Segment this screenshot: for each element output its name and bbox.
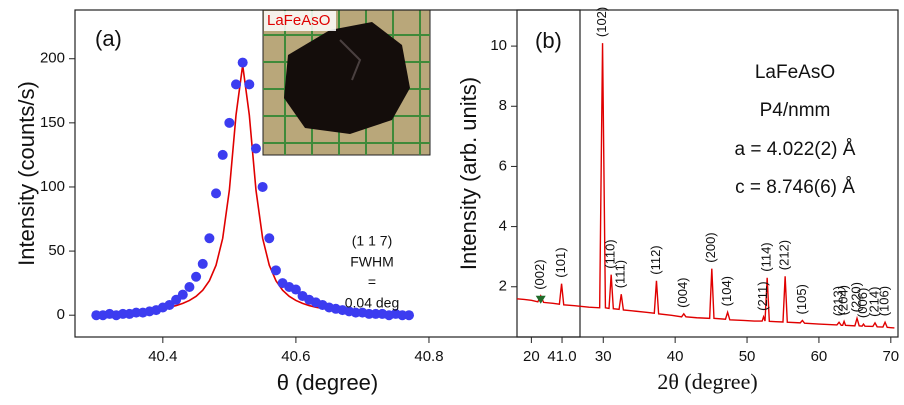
x-tick-label: 20 — [523, 348, 540, 365]
peak-label: (105) — [794, 284, 809, 314]
crystal-glint — [339, 39, 362, 81]
annotation: P4/nmm — [760, 100, 831, 121]
y-tick-label: 10 — [490, 37, 507, 54]
data-point — [184, 281, 195, 292]
x-tick-label: 40 — [667, 348, 684, 365]
y-axis-label: Intensity (counts/s) — [14, 81, 39, 266]
data-point — [270, 265, 281, 276]
annotation: LaFeAsO — [755, 62, 835, 83]
data-point — [197, 258, 208, 269]
x-tick-label: 41.0 — [547, 348, 576, 365]
peak-label: (211) — [755, 281, 770, 310]
x-tick-label: 30 — [595, 348, 612, 365]
y-tick-label: 8 — [499, 97, 507, 114]
peak-label: (106) — [876, 286, 891, 316]
data-point — [211, 188, 222, 199]
data-point — [177, 289, 188, 300]
data-point — [217, 149, 228, 160]
x-tick-label: 40.8 — [414, 348, 443, 365]
annotation: c = 8.746(6) Å — [735, 177, 855, 198]
annotation: (b) — [535, 28, 562, 53]
peak-label: (102) — [594, 7, 609, 37]
x-tick-label: 50 — [739, 348, 756, 365]
data-point — [237, 57, 248, 68]
y-tick-label: 4 — [499, 218, 507, 235]
data-point — [231, 79, 242, 90]
data-point — [264, 233, 275, 244]
peak-label: (006) — [855, 288, 870, 318]
y-tick-label: 100 — [40, 178, 65, 195]
y-tick-label: 150 — [40, 114, 65, 131]
inset-label: LaFeAsO — [267, 12, 330, 29]
y-axis-label: Intensity (arb. units) — [456, 77, 481, 270]
peak-label: (220) — [848, 282, 863, 312]
annotation: (1 1 7) — [352, 233, 392, 249]
y-tick-label: 2 — [499, 278, 507, 295]
x-axis-label: θ (degree) — [277, 370, 379, 395]
inset-label-bg — [264, 11, 336, 31]
x-tick-label: 60 — [811, 348, 828, 365]
data-point — [250, 143, 261, 154]
annotation: FWHM — [350, 254, 394, 270]
x-tick-label: 40.4 — [148, 348, 177, 365]
peak-label: (104) — [719, 276, 734, 306]
data-point — [224, 117, 235, 128]
data-point — [404, 310, 415, 321]
data-point — [191, 271, 202, 282]
y-tick-label: 50 — [48, 242, 65, 259]
y-tick-label: 6 — [499, 157, 507, 174]
plot-frame — [516, 9, 899, 338]
y-tick-label: 0 — [57, 306, 65, 323]
peak-label: (214) — [866, 287, 881, 317]
peak-label: (004) — [675, 277, 690, 307]
data-point — [244, 79, 255, 90]
y-tick-label: 200 — [40, 50, 65, 67]
peak-label: (212) — [777, 240, 792, 270]
data-line — [516, 43, 895, 329]
x-axis-label: 2θ (degree) — [657, 369, 757, 394]
data-point — [290, 284, 301, 295]
x-tick-label: 70 — [882, 348, 899, 365]
annotation: = — [368, 274, 376, 290]
peak-label: (101) — [553, 247, 568, 277]
peak-label: (200) — [703, 232, 718, 262]
sample-crystal — [284, 22, 410, 134]
peak-label: (213) — [830, 286, 845, 316]
peak-label: (114) — [759, 242, 774, 271]
peak-label: (111) — [613, 260, 628, 288]
peak-label: (110) — [603, 239, 618, 268]
peak-label: (204) — [836, 285, 851, 315]
annotation: 0.04 deg — [345, 295, 400, 311]
peak-marker — [535, 295, 546, 304]
peak-label: (002) — [532, 259, 547, 289]
plot-frame — [74, 9, 581, 338]
annotation: (a) — [95, 26, 122, 51]
x-tick-label: 40.6 — [281, 348, 310, 365]
data-point — [204, 233, 215, 244]
annotation: a = 4.022(2) Å — [735, 139, 856, 160]
peak-label: (112) — [648, 245, 663, 274]
data-point — [257, 181, 268, 192]
inset-photo — [262, 9, 431, 156]
